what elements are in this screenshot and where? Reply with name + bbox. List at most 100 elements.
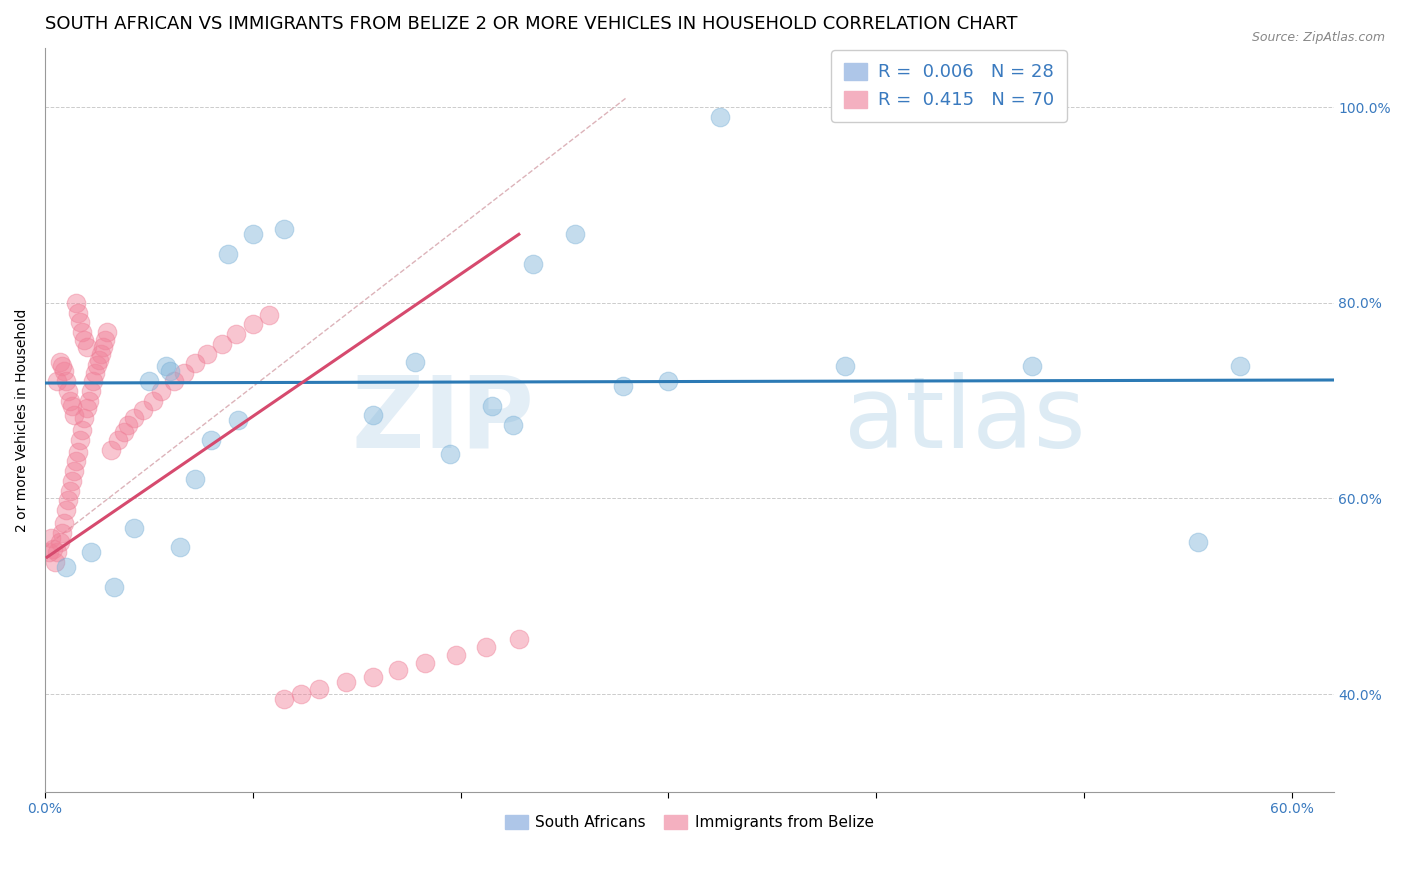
Point: [502, 418, 524, 433]
Point: [90, 346, 112, 360]
Point: [52, 516, 75, 530]
Point: [72, 423, 94, 437]
Point: [80, 384, 103, 398]
Point: [273, 692, 295, 706]
Point: [56, 493, 79, 508]
Point: [173, 366, 195, 380]
Point: [117, 418, 139, 433]
Point: [55, 560, 77, 574]
Point: [131, 403, 153, 417]
Point: [77, 393, 100, 408]
Point: [159, 364, 181, 378]
Point: [86, 359, 108, 373]
Point: [404, 354, 426, 368]
Point: [91, 340, 114, 354]
Point: [63, 464, 86, 478]
Point: [52, 364, 75, 378]
Point: [39, 531, 62, 545]
Point: [65, 295, 87, 310]
Point: [59, 393, 82, 408]
Point: [308, 682, 330, 697]
Point: [1187, 535, 1209, 549]
Point: [76, 340, 98, 354]
Point: [59, 483, 82, 498]
Point: [200, 433, 222, 447]
Point: [38, 545, 60, 559]
Point: [48, 535, 70, 549]
Point: [242, 318, 264, 332]
Text: ZIP: ZIP: [352, 372, 534, 468]
Point: [51, 525, 73, 540]
Point: [564, 227, 586, 242]
Point: [1229, 359, 1251, 374]
Point: [42, 542, 65, 557]
Point: [363, 669, 385, 683]
Point: [709, 110, 731, 124]
Point: [65, 454, 87, 468]
Point: [273, 222, 295, 236]
Point: [183, 356, 205, 370]
Point: [76, 401, 98, 416]
Point: [439, 447, 461, 461]
Point: [67, 444, 90, 458]
Point: [155, 359, 177, 374]
Point: [163, 374, 186, 388]
Point: [107, 433, 129, 447]
Point: [72, 325, 94, 339]
Point: [82, 374, 104, 388]
Point: [474, 640, 496, 655]
Point: [94, 333, 117, 347]
Point: [44, 555, 66, 569]
Point: [48, 354, 70, 368]
Point: [51, 359, 73, 374]
Point: [150, 384, 173, 398]
Point: [46, 374, 69, 388]
Point: [67, 305, 90, 319]
Point: [142, 393, 165, 408]
Point: [55, 374, 77, 388]
Point: [226, 413, 249, 427]
Point: [242, 227, 264, 242]
Point: [60, 399, 83, 413]
Point: [211, 337, 233, 351]
Point: [413, 656, 436, 670]
Point: [55, 503, 77, 517]
Point: [183, 472, 205, 486]
Point: [138, 374, 160, 388]
Point: [69, 315, 91, 329]
Point: [363, 409, 385, 423]
Point: [259, 308, 281, 322]
Point: [100, 442, 122, 457]
Text: SOUTH AFRICAN VS IMMIGRANTS FROM BELIZE 2 OR MORE VEHICLES IN HOUSEHOLD CORRELAT: SOUTH AFRICAN VS IMMIGRANTS FROM BELIZE …: [45, 15, 1018, 33]
Point: [73, 411, 96, 425]
Point: [657, 374, 679, 388]
Point: [69, 433, 91, 447]
Point: [508, 632, 530, 647]
Point: [481, 399, 503, 413]
Point: [217, 247, 239, 261]
Point: [387, 663, 409, 677]
Point: [83, 366, 105, 380]
Text: atlas: atlas: [844, 372, 1085, 468]
Point: [169, 541, 191, 555]
Point: [73, 333, 96, 347]
Point: [96, 325, 118, 339]
Point: [834, 359, 856, 374]
Point: [290, 687, 312, 701]
Point: [80, 545, 103, 559]
Point: [612, 379, 634, 393]
Point: [522, 257, 544, 271]
Point: [446, 648, 468, 662]
Point: [124, 411, 146, 425]
Point: [225, 327, 247, 342]
Point: [103, 580, 125, 594]
Point: [87, 352, 110, 367]
Point: [46, 545, 69, 559]
Point: [1021, 359, 1043, 374]
Point: [195, 346, 218, 360]
Y-axis label: 2 or more Vehicles in Household: 2 or more Vehicles in Household: [15, 309, 30, 532]
Point: [63, 409, 86, 423]
Text: Source: ZipAtlas.com: Source: ZipAtlas.com: [1251, 31, 1385, 45]
Point: [335, 675, 357, 690]
Point: [56, 384, 79, 398]
